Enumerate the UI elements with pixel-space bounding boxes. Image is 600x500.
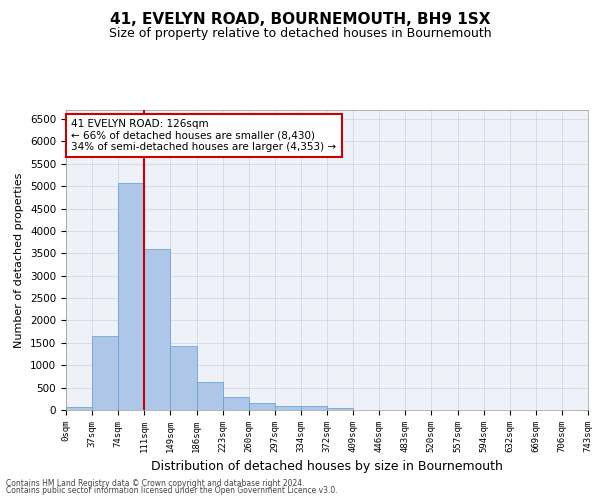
- Text: Size of property relative to detached houses in Bournemouth: Size of property relative to detached ho…: [109, 28, 491, 40]
- Text: 41 EVELYN ROAD: 126sqm
← 66% of detached houses are smaller (8,430)
34% of semi-: 41 EVELYN ROAD: 126sqm ← 66% of detached…: [71, 119, 337, 152]
- Bar: [118, 182, 145, 410]
- Bar: [327, 408, 353, 410]
- Bar: [301, 406, 327, 410]
- Bar: [249, 404, 275, 410]
- Bar: [275, 406, 301, 410]
- X-axis label: Distribution of detached houses by size in Bournemouth: Distribution of detached houses by size …: [151, 460, 503, 473]
- Bar: [170, 346, 197, 410]
- Bar: [145, 249, 170, 410]
- Y-axis label: Number of detached properties: Number of detached properties: [14, 172, 25, 348]
- Bar: [223, 397, 249, 410]
- Bar: [66, 407, 92, 410]
- Text: Contains HM Land Registry data © Crown copyright and database right 2024.: Contains HM Land Registry data © Crown c…: [6, 478, 305, 488]
- Text: 41, EVELYN ROAD, BOURNEMOUTH, BH9 1SX: 41, EVELYN ROAD, BOURNEMOUTH, BH9 1SX: [110, 12, 490, 28]
- Bar: [197, 382, 223, 410]
- Text: Contains public sector information licensed under the Open Government Licence v3: Contains public sector information licen…: [6, 486, 338, 495]
- Bar: [92, 336, 118, 410]
